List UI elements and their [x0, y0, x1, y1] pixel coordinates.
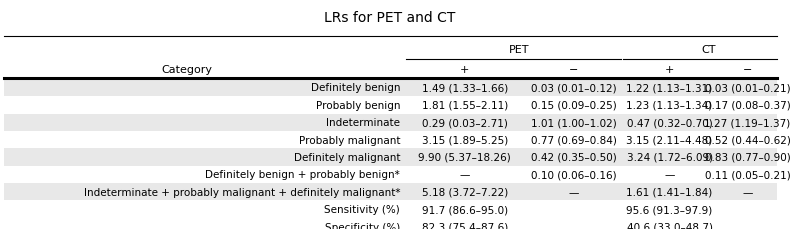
Text: 9.90 (5.37–18.26): 9.90 (5.37–18.26)	[418, 152, 511, 162]
Text: Sensitivity (%): Sensitivity (%)	[324, 204, 400, 214]
Text: 1.49 (1.33–1.66): 1.49 (1.33–1.66)	[422, 83, 508, 93]
Text: CT: CT	[701, 45, 716, 55]
Text: 3.15 (1.89–5.25): 3.15 (1.89–5.25)	[422, 135, 508, 145]
Text: 0.47 (0.32–0.70): 0.47 (0.32–0.70)	[626, 118, 713, 128]
Text: −: −	[743, 65, 752, 75]
Text: 5.18 (3.72–7.22): 5.18 (3.72–7.22)	[422, 187, 508, 197]
Text: Probably malignant: Probably malignant	[299, 135, 400, 145]
Text: 0.29 (0.03–2.71): 0.29 (0.03–2.71)	[422, 118, 508, 128]
Text: Definitely benign + probably benign*: Definitely benign + probably benign*	[206, 170, 400, 180]
Text: 0.42 (0.35–0.50): 0.42 (0.35–0.50)	[531, 152, 617, 162]
Text: Indeterminate: Indeterminate	[326, 118, 400, 128]
Text: Definitely benign: Definitely benign	[311, 83, 400, 93]
Text: 1.22 (1.13–1.31): 1.22 (1.13–1.31)	[626, 83, 713, 93]
Text: Probably benign: Probably benign	[316, 100, 400, 110]
Text: —: —	[460, 170, 470, 180]
Bar	[4, 218, 777, 229]
Text: LRs for PET and CT: LRs for PET and CT	[324, 11, 455, 25]
Bar	[4, 79, 777, 97]
Text: Indeterminate + probably malignant + definitely malignant*: Indeterminate + probably malignant + def…	[84, 187, 400, 197]
Text: 3.24 (1.72–6.09): 3.24 (1.72–6.09)	[626, 152, 713, 162]
Text: +: +	[665, 65, 674, 75]
Text: 0.11 (0.05–0.21): 0.11 (0.05–0.21)	[705, 170, 791, 180]
Text: PET: PET	[509, 45, 529, 55]
Text: 1.23 (1.13–1.34): 1.23 (1.13–1.34)	[626, 100, 713, 110]
Text: 0.17 (0.08–0.37): 0.17 (0.08–0.37)	[705, 100, 791, 110]
Bar	[4, 114, 777, 131]
Text: +: +	[460, 65, 469, 75]
Bar	[4, 149, 777, 166]
Text: 1.81 (1.55–2.11): 1.81 (1.55–2.11)	[422, 100, 508, 110]
Text: 95.6 (91.3–97.9): 95.6 (91.3–97.9)	[626, 204, 713, 214]
Text: 3.15 (2.11–4.48): 3.15 (2.11–4.48)	[626, 135, 713, 145]
Text: 1.01 (1.00–1.02): 1.01 (1.00–1.02)	[531, 118, 617, 128]
Text: 1.61 (1.41–1.84): 1.61 (1.41–1.84)	[626, 187, 713, 197]
Text: 0.77 (0.69–0.84): 0.77 (0.69–0.84)	[531, 135, 617, 145]
Text: Category: Category	[161, 65, 212, 75]
Text: 82.3 (75.4–87.6): 82.3 (75.4–87.6)	[422, 222, 508, 229]
Text: Definitely malignant: Definitely malignant	[293, 152, 400, 162]
Text: 0.03 (0.01–0.21): 0.03 (0.01–0.21)	[705, 83, 791, 93]
Bar	[4, 183, 777, 201]
Text: 91.7 (86.6–95.0): 91.7 (86.6–95.0)	[422, 204, 508, 214]
Text: 0.15 (0.09–0.25): 0.15 (0.09–0.25)	[531, 100, 617, 110]
Text: 0.10 (0.06–0.16): 0.10 (0.06–0.16)	[531, 170, 617, 180]
Text: —: —	[665, 170, 675, 180]
Text: —: —	[742, 187, 752, 197]
Text: 0.03 (0.01–0.12): 0.03 (0.01–0.12)	[531, 83, 617, 93]
Text: 1.27 (1.19–1.37): 1.27 (1.19–1.37)	[705, 118, 791, 128]
Text: 0.83 (0.77–0.90): 0.83 (0.77–0.90)	[705, 152, 791, 162]
Text: 40.6 (33.0–48.7): 40.6 (33.0–48.7)	[626, 222, 713, 229]
Text: 0.52 (0.44–0.62): 0.52 (0.44–0.62)	[705, 135, 791, 145]
Text: —: —	[568, 187, 579, 197]
Text: −: −	[569, 65, 579, 75]
Text: Specificity (%): Specificity (%)	[325, 222, 400, 229]
